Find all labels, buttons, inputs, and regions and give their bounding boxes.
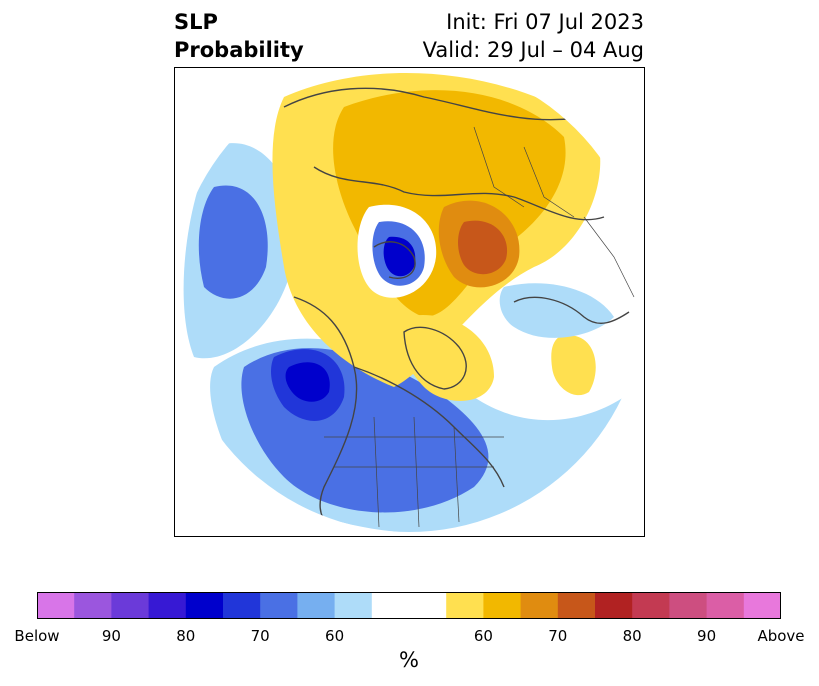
colorbar bbox=[37, 592, 781, 619]
colorbar-cell bbox=[446, 592, 484, 619]
below-core-polar bbox=[383, 236, 416, 277]
below-europe bbox=[499, 283, 614, 338]
colorbar-frame bbox=[37, 592, 781, 619]
colorbar-tick-label: 70 bbox=[250, 627, 270, 645]
title-variable: SLP bbox=[174, 10, 218, 34]
colorbar-tick-label: 80 bbox=[176, 627, 196, 645]
colorbar-cell bbox=[74, 592, 112, 619]
probability-shading bbox=[183, 73, 635, 532]
colorbar-cell bbox=[632, 592, 670, 619]
colorbar-cell bbox=[557, 592, 596, 619]
colorbar-cell bbox=[706, 592, 745, 619]
coastlines bbox=[283, 87, 630, 532]
colorbar-tick-label: 90 bbox=[101, 627, 121, 645]
colorbar-cell bbox=[520, 592, 559, 619]
title-variable-type: Probability bbox=[174, 38, 304, 62]
colorbar-tick-label: Above bbox=[757, 627, 805, 645]
colorbar-cell bbox=[334, 592, 373, 619]
init-date: Init: Fri 07 Jul 2023 bbox=[446, 10, 644, 34]
colorbar-cell bbox=[37, 592, 75, 619]
colorbar-tick-label: 60 bbox=[473, 627, 493, 645]
colorbar-units: % bbox=[399, 648, 419, 672]
valid-range: Valid: 29 Jul – 04 Aug bbox=[422, 38, 644, 62]
colorbar-tick-label: 70 bbox=[548, 627, 568, 645]
colorbar-tick-label: 80 bbox=[622, 627, 642, 645]
colorbar-cell bbox=[595, 592, 633, 619]
colorbar-cell bbox=[371, 592, 410, 619]
colorbar-cell bbox=[148, 592, 187, 619]
colorbar-tick-label: 90 bbox=[697, 627, 717, 645]
below-core-na bbox=[285, 362, 330, 402]
above-atlantic bbox=[551, 335, 596, 396]
colorbar-tick-label: Below bbox=[14, 627, 60, 645]
colorbar-cell bbox=[111, 592, 150, 619]
map-frame bbox=[174, 67, 645, 537]
colorbar-cell bbox=[297, 592, 336, 619]
colorbar-cell bbox=[483, 592, 522, 619]
map-canvas bbox=[174, 67, 645, 537]
colorbar-cell bbox=[223, 592, 261, 619]
colorbar-tick-label: 60 bbox=[325, 627, 345, 645]
colorbar-cell bbox=[409, 592, 447, 619]
probability-map bbox=[174, 67, 645, 537]
title-left: SLP Probability bbox=[174, 8, 304, 64]
below-core-pacific bbox=[198, 185, 268, 299]
colorbar-cell bbox=[185, 592, 224, 619]
colorbar-cell bbox=[743, 592, 781, 619]
above-core-siberia bbox=[458, 220, 508, 275]
borders bbox=[324, 126, 635, 528]
title-right: Init: Fri 07 Jul 2023 Valid: 29 Jul – 04… bbox=[423, 8, 644, 64]
colorbar-cell bbox=[260, 592, 298, 619]
colorbar-cell bbox=[669, 592, 708, 619]
